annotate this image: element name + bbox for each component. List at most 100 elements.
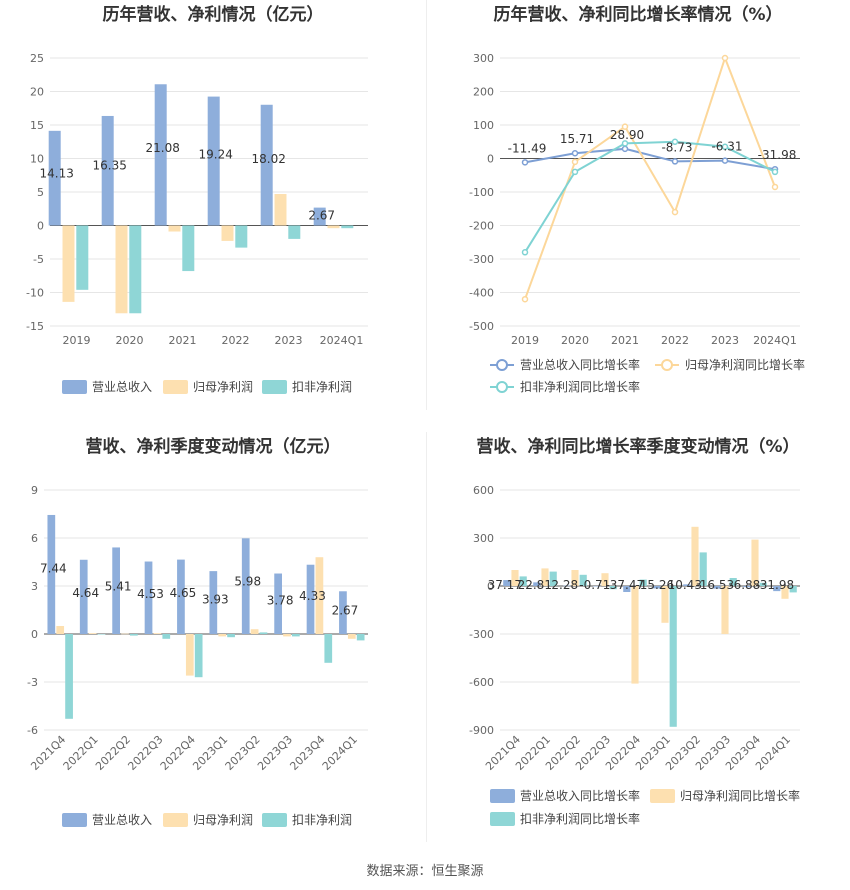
data-label: -11.49: [508, 141, 547, 155]
legend-label: 营业总收入同比增长率: [520, 788, 640, 803]
bar-net-profit: [541, 568, 549, 586]
bar-deducted-profit: [519, 576, 527, 586]
bar-revenue: [533, 582, 541, 586]
data-label: 16.35: [93, 158, 127, 172]
x-tick-label: 2021: [611, 334, 639, 347]
bar-net-profit: [218, 634, 227, 637]
bar-revenue: [306, 564, 315, 634]
series-point: [621, 145, 629, 153]
bar-revenue: [563, 585, 571, 587]
legend-label: 归母净利润: [193, 380, 253, 394]
y-tick-label: -10: [26, 287, 44, 300]
y-tick-label: 6: [31, 532, 38, 545]
series-point: [671, 208, 679, 216]
legend-label: 营业总收入同比增长率: [520, 357, 640, 372]
y-tick-label: 3: [31, 580, 38, 593]
y-tick-label: 600: [473, 484, 494, 497]
bar-net-profit: [168, 225, 181, 232]
bar-net-profit: [511, 570, 519, 586]
data-label: 4.53: [137, 587, 164, 601]
bar-deducted-profit: [130, 634, 138, 636]
series-line: [524, 147, 776, 171]
y-tick-label: 5: [37, 186, 44, 199]
bar-deducted-profit: [292, 634, 300, 637]
bar-revenue: [101, 115, 114, 226]
x-tick-label: 2024Q1: [320, 334, 364, 347]
data-label: 5.98: [234, 574, 261, 588]
x-tick-label: 2022Q2: [93, 733, 133, 773]
bar-net-profit: [56, 626, 65, 634]
series-point: [621, 123, 629, 130]
bar-revenue: [713, 586, 721, 589]
y-tick-label: -15: [26, 320, 44, 333]
bar-deducted-profit: [729, 578, 737, 586]
bar-deducted-profit: [789, 586, 797, 593]
bar-deducted-profit: [324, 634, 333, 663]
bar-deducted-profit: [341, 225, 354, 229]
data-label: 21.08: [146, 141, 180, 155]
y-tick-label: -500: [469, 320, 494, 333]
data-label: 18.02: [252, 152, 286, 166]
series-point: [621, 140, 629, 147]
legend-label: 扣非净利润: [292, 813, 352, 827]
bar-net-profit: [250, 629, 259, 634]
series-point: [671, 138, 679, 145]
y-tick-label: -300: [469, 253, 494, 266]
bar-revenue: [241, 538, 250, 634]
bar-deducted-profit: [259, 632, 268, 634]
x-tick-label: 2021: [169, 334, 197, 347]
x-tick-label: 2023Q1: [190, 733, 230, 773]
legend-swatch: [661, 359, 673, 371]
y-tick-label: -5: [33, 253, 44, 266]
data-label: 7.44: [40, 562, 67, 576]
data-label: 3.78: [267, 594, 294, 608]
legend-swatch: [262, 380, 287, 394]
chart-title: 历年营收、净利情况（亿元）: [103, 4, 324, 25]
y-tick-label: -300: [469, 628, 494, 641]
y-tick-label: 100: [473, 119, 494, 132]
chart-title: 营收、净利同比增长率季度变动情况（%）: [476, 436, 799, 457]
series-point: [571, 158, 579, 166]
bar-net-profit: [221, 225, 234, 241]
legend-swatch: [496, 359, 508, 371]
data-label: 15.71: [560, 132, 594, 146]
legend-swatch: [262, 813, 287, 827]
bar-deducted-profit: [288, 225, 301, 239]
y-tick-label: -400: [469, 287, 494, 300]
bar-deducted-profit: [549, 571, 557, 586]
data-label: 2.28: [551, 578, 578, 592]
bar-revenue: [154, 84, 167, 226]
legend-swatch: [490, 789, 515, 803]
data-label: -15.26: [635, 578, 674, 592]
bar-deducted-profit: [699, 552, 707, 586]
bar-net-profit: [121, 633, 129, 635]
data-label: -16.53: [695, 578, 734, 592]
data-label: 10.43: [668, 578, 702, 592]
x-tick-label: 2021Q4: [28, 733, 68, 773]
x-tick-label: 2024Q1: [753, 334, 797, 347]
legend-swatch: [62, 380, 87, 394]
bar-revenue: [593, 586, 601, 587]
y-tick-label: 20: [30, 86, 44, 99]
bar-net-profit: [185, 634, 194, 676]
legend-label: 扣非净利润同比增长率: [520, 379, 640, 394]
legend-label: 归母净利润: [193, 813, 253, 827]
bar-revenue: [112, 547, 120, 634]
y-tick-label: -6: [27, 724, 38, 737]
series-point: [521, 159, 529, 166]
bar-deducted-profit: [182, 225, 195, 272]
bar-deducted-profit: [97, 634, 106, 635]
y-tick-label: -3: [27, 676, 38, 689]
bar-net-profit: [661, 586, 669, 623]
bar-revenue: [144, 561, 153, 634]
x-tick-label: 2022: [661, 334, 689, 347]
bar-net-profit: [115, 225, 128, 314]
bar-revenue: [47, 514, 56, 634]
bar-deducted-profit: [129, 225, 142, 314]
legend-label: 营业总收入: [92, 380, 152, 394]
bar-revenue: [313, 207, 326, 226]
series-point: [771, 183, 779, 191]
bar-net-profit: [751, 539, 759, 586]
x-tick-label: 2023Q3: [255, 733, 295, 773]
